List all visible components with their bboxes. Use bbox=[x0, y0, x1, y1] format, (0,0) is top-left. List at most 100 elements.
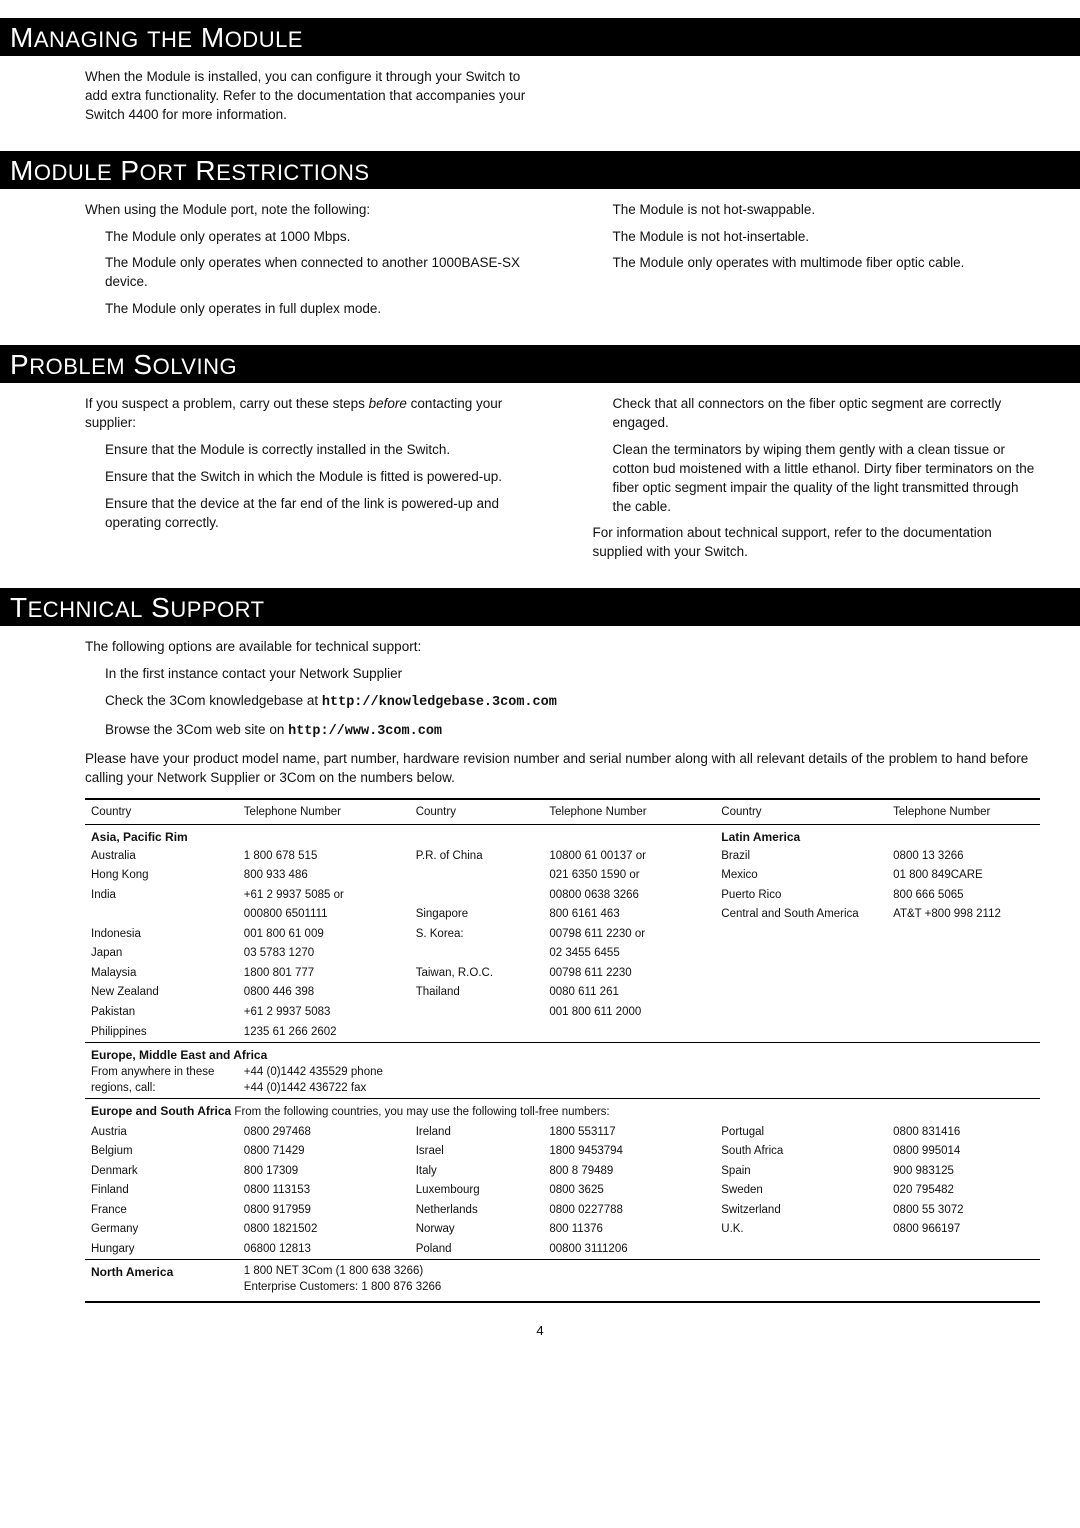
table-cell: Switzerland bbox=[715, 1201, 887, 1221]
restrictions-intro: When using the Module port, note the fol… bbox=[85, 201, 533, 220]
table-cell: Finland bbox=[85, 1181, 238, 1201]
table-cell: 0800 0227788 bbox=[543, 1201, 715, 1221]
restrictions-content: When using the Module port, note the fol… bbox=[30, 201, 1050, 327]
esa-label: Europe and South Africa bbox=[91, 1104, 231, 1118]
table-cell bbox=[715, 964, 887, 984]
table-cell: Singapore bbox=[410, 905, 544, 925]
problem-outro: For information about technical support,… bbox=[593, 524, 1041, 562]
table-cell: Hong Kong bbox=[85, 866, 238, 886]
table-cell: 1800 553117 bbox=[543, 1123, 715, 1143]
table-cell: 0800 995014 bbox=[887, 1142, 1040, 1162]
table-cell: Luxembourg bbox=[410, 1181, 544, 1201]
table-row: Belgium0800 71429Israel1800 9453794South… bbox=[85, 1142, 1040, 1162]
table-cell: New Zealand bbox=[85, 983, 238, 1003]
table-cell: +61 2 9937 5085 or bbox=[238, 886, 410, 906]
eme-right: +44 (0)1442 435529 phone +44 (0)1442 436… bbox=[238, 1063, 1040, 1099]
table-cell: S. Korea: bbox=[410, 925, 544, 945]
th-4: Country bbox=[715, 799, 887, 825]
th-3: Telephone Number bbox=[543, 799, 715, 825]
na-label: North America bbox=[85, 1260, 238, 1303]
th-2: Country bbox=[410, 799, 544, 825]
table-header-row: Country Telephone Number Country Telepho… bbox=[85, 799, 1040, 825]
table-cell: Hungary bbox=[85, 1240, 238, 1260]
table-cell: 03 5783 1270 bbox=[238, 944, 410, 964]
table-cell: Belgium bbox=[85, 1142, 238, 1162]
table-cell: U.K. bbox=[715, 1220, 887, 1240]
table-cell: India bbox=[85, 886, 238, 906]
table-cell: Brazil bbox=[715, 847, 887, 867]
table-cell: 0800 113153 bbox=[238, 1181, 410, 1201]
table-cell bbox=[887, 1240, 1040, 1260]
table-row: Pakistan+61 2 9937 5083001 800 611 2000 bbox=[85, 1003, 1040, 1023]
table-cell: 001 800 611 2000 bbox=[543, 1003, 715, 1023]
table-cell: 0800 1821502 bbox=[238, 1220, 410, 1240]
table-cell: 800 8 79489 bbox=[543, 1162, 715, 1182]
problem-content: If you suspect a problem, carry out thes… bbox=[30, 395, 1050, 570]
table-cell: 10800 61 00137 or bbox=[543, 847, 715, 867]
th-0: Country bbox=[85, 799, 238, 825]
table-cell: 0800 55 3072 bbox=[887, 1201, 1040, 1221]
table-cell: Ireland bbox=[410, 1123, 544, 1143]
table-cell: 06800 12813 bbox=[238, 1240, 410, 1260]
table-cell: Austria bbox=[85, 1123, 238, 1143]
problem-left-1: Ensure that the Switch in which the Modu… bbox=[105, 468, 533, 487]
table-cell bbox=[715, 983, 887, 1003]
table-cell: P.R. of China bbox=[410, 847, 544, 867]
table-cell: 02 3455 6455 bbox=[543, 944, 715, 964]
managing-body: When the Module is installed, you can co… bbox=[85, 68, 533, 125]
table-row: New Zealand0800 446 398Thailand0080 611 … bbox=[85, 983, 1040, 1003]
table-row: Austria0800 297468Ireland1800 553117Port… bbox=[85, 1123, 1040, 1143]
problem-left-0: Ensure that the Module is correctly inst… bbox=[105, 441, 533, 460]
table-cell bbox=[715, 1240, 887, 1260]
th-1: Telephone Number bbox=[238, 799, 410, 825]
table-cell: Central and South America bbox=[715, 905, 887, 925]
tech-intro: The following options are available for … bbox=[85, 638, 1040, 657]
table-cell: +61 2 9937 5083 bbox=[238, 1003, 410, 1023]
region-esa-row: Europe and South Africa From the followi… bbox=[85, 1099, 1040, 1123]
table-cell: 0080 611 261 bbox=[543, 983, 715, 1003]
table-cell: Denmark bbox=[85, 1162, 238, 1182]
table-cell bbox=[410, 1003, 544, 1023]
region-eme-label: Europe, Middle East and Africa bbox=[85, 1043, 1040, 1064]
problem-intro-em: before bbox=[369, 396, 407, 411]
table-cell bbox=[887, 964, 1040, 984]
na-text: 1 800 NET 3Com (1 800 638 3266) Enterpri… bbox=[238, 1260, 1040, 1303]
table-cell: Indonesia bbox=[85, 925, 238, 945]
restrictions-right-1: The Module is not hot-insertable. bbox=[613, 228, 1041, 247]
table-cell bbox=[410, 1023, 544, 1043]
table-cell: 00798 611 2230 bbox=[543, 964, 715, 984]
problem-left-2: Ensure that the device at the far end of… bbox=[105, 495, 533, 533]
table-row: Finland0800 113153Luxembourg0800 3625Swe… bbox=[85, 1181, 1040, 1201]
section-header-restrictions: MODULE PORT RESTRICTIONS bbox=[0, 151, 1080, 189]
table-cell: Thailand bbox=[410, 983, 544, 1003]
table-cell: 000800 6501111 bbox=[238, 905, 410, 925]
table-cell: AT&T +800 998 2112 bbox=[887, 905, 1040, 925]
table-cell: Taiwan, R.O.C. bbox=[410, 964, 544, 984]
tech-item-1: Check the 3Com knowledgebase at http://k… bbox=[105, 692, 1040, 713]
section-header-managing: MANAGING THE MODULE bbox=[0, 18, 1080, 56]
region-eme-row: Europe, Middle East and Africa bbox=[85, 1043, 1040, 1064]
region-eme: Europe, Middle East and Africa bbox=[91, 1047, 1034, 1063]
tech-content: The following options are available for … bbox=[30, 638, 1050, 1303]
table-cell: 01 800 849CARE bbox=[887, 866, 1040, 886]
region-asia-row: Asia, Pacific Rim Latin America bbox=[85, 824, 1040, 847]
table-cell: South Africa bbox=[715, 1142, 887, 1162]
tech-note: Please have your product model name, par… bbox=[85, 750, 1040, 788]
table-row: France0800 917959Netherlands0800 0227788… bbox=[85, 1201, 1040, 1221]
table-row: Hong Kong800 933 486021 6350 1590 orMexi… bbox=[85, 866, 1040, 886]
section-header-problem: PROBLEM SOLVING bbox=[0, 345, 1080, 383]
table-cell bbox=[85, 905, 238, 925]
table-cell: 0800 3625 bbox=[543, 1181, 715, 1201]
table-cell: 900 983125 bbox=[887, 1162, 1040, 1182]
table-cell: Spain bbox=[715, 1162, 887, 1182]
table-cell bbox=[410, 866, 544, 886]
tech-item-1-pre: Check the 3Com knowledgebase at bbox=[105, 693, 322, 708]
table-cell: Malaysia bbox=[85, 964, 238, 984]
table-cell bbox=[887, 1003, 1040, 1023]
table-cell: Portugal bbox=[715, 1123, 887, 1143]
title: PROBLEM SOLVING bbox=[10, 349, 237, 380]
problem-intro-pre: If you suspect a problem, carry out thes… bbox=[85, 396, 369, 411]
region-latin: Latin America bbox=[715, 824, 887, 847]
table-row: 000800 6501111Singapore800 6161 463Centr… bbox=[85, 905, 1040, 925]
table-cell: 800 6161 463 bbox=[543, 905, 715, 925]
